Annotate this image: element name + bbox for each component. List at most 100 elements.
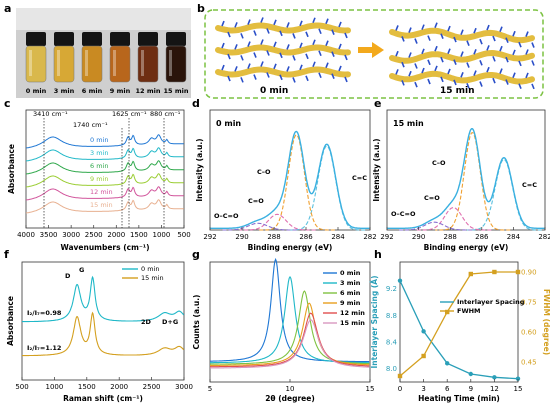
fwhm-data-point — [397, 373, 403, 379]
functional-group — [518, 83, 522, 90]
vial-group: 0 min 3 min 6 min 9 min 12 min 15 min — [25, 32, 189, 95]
functional-group — [253, 52, 257, 58]
vial-label: 6 min — [82, 87, 103, 95]
functional-group — [434, 22, 438, 29]
functional-group — [427, 78, 431, 85]
ftir-x-tick-label: 2000 — [107, 231, 125, 239]
functional-group — [312, 61, 316, 68]
vial-glare — [113, 50, 116, 76]
fwhm-data-point — [492, 269, 497, 275]
vial-cap — [82, 32, 102, 46]
raman-legend-label: 0 min — [141, 265, 159, 273]
xrd-series-line — [210, 302, 370, 366]
xps-0min-title: 0 min — [216, 119, 241, 128]
xps-peak-component — [466, 158, 542, 231]
functional-group — [344, 32, 348, 39]
panel-label-c: c — [4, 97, 11, 110]
functional-group — [234, 44, 238, 50]
ftir-plot-frame — [25, 109, 185, 229]
functional-group — [395, 69, 399, 75]
spacing-data-point — [421, 329, 426, 334]
raman-x-tick-label: 2500 — [143, 383, 161, 391]
functional-group — [273, 41, 277, 48]
functional-group — [531, 60, 535, 66]
functional-group — [453, 36, 457, 43]
functional-group — [331, 73, 335, 79]
functional-group — [447, 48, 451, 54]
graphene-sheet — [389, 27, 535, 44]
spacing-data-point — [492, 375, 497, 380]
raman-curves — [22, 275, 185, 357]
functional-group — [473, 48, 477, 55]
xps-peak-component — [397, 221, 473, 231]
ftir-x-tick-label: 3000 — [62, 231, 80, 239]
functional-group — [492, 77, 496, 84]
arrow-right-icon — [358, 42, 384, 58]
functional-group — [286, 66, 290, 72]
ftir-x-ticks: 4000 3500 3000 2500 2000 1500 1000 500 — [17, 225, 191, 239]
ftir-series-line — [25, 147, 184, 162]
fwhm-data-point — [515, 269, 521, 275]
raman-plot-frame — [21, 261, 185, 381]
functional-group — [344, 76, 348, 83]
functional-group — [486, 24, 490, 31]
spacing-series-line — [399, 271, 518, 377]
molecular-schematic: 0 min 15 min — [204, 9, 544, 99]
functional-group — [525, 49, 529, 55]
functional-group — [240, 33, 244, 39]
functional-group — [338, 65, 342, 72]
functional-group — [240, 77, 244, 83]
vial-cap — [54, 32, 74, 46]
raman-x-tick-label: 2000 — [110, 383, 128, 391]
functional-group — [266, 50, 270, 56]
ftir-chart: 4000 3500 3000 2500 2000 1500 1000 500 0 min 3 m… — [7, 109, 191, 252]
panel-label-f: f — [4, 248, 9, 261]
functional-group — [434, 45, 438, 52]
functional-group — [421, 67, 425, 74]
raman-peak-G: G — [79, 266, 84, 274]
raman-peak-DG: D+G — [162, 318, 178, 326]
ftir-series-labels: 0 min 3 min 6 min 9 min 12 min 15 min — [90, 136, 113, 209]
xps-x-tick-label: 282 — [538, 233, 550, 241]
spacing-x-tick-label: 0 — [398, 385, 402, 393]
functional-group — [266, 28, 270, 34]
raman-x-tick-label: 3000 — [175, 383, 193, 391]
functional-group — [331, 29, 335, 35]
vial-glare — [169, 50, 172, 76]
functional-group — [260, 17, 264, 23]
functional-group — [408, 70, 412, 77]
functional-group — [312, 17, 316, 24]
functional-group — [466, 62, 470, 68]
functional-group — [227, 53, 231, 60]
fwhm-data-point — [421, 353, 426, 359]
xps-15min-curves — [387, 127, 545, 231]
xps-peak-component — [289, 145, 366, 231]
functional-group — [414, 63, 418, 69]
functional-group — [253, 74, 257, 80]
xrd-legend-label: 6 min — [340, 289, 361, 297]
ftir-x-tick-label: 4000 — [17, 231, 35, 239]
xrd-x-tick-label: 15 — [366, 385, 375, 393]
xps-peak-label: C=O — [248, 197, 264, 205]
ftir-series-label: 9 min — [90, 175, 108, 183]
spacing-data-point — [445, 361, 450, 366]
spacing-legend-label: FWHM — [457, 307, 481, 315]
functional-group — [279, 30, 283, 37]
panel-label-h: h — [374, 248, 382, 261]
ftir-annotation-1625: 1625 cm⁻¹ — [112, 110, 147, 118]
spacing-ticks: 0 3 6 9 12 15 8.0 8.4 8.8 9.2 0.45 0.60 0.75 0.90 — [386, 269, 537, 394]
vial-glare — [29, 50, 32, 76]
ftir-x-tick-label: 1500 — [130, 231, 148, 239]
xrd-legend-label: 15 min — [340, 319, 365, 327]
functional-group — [227, 31, 231, 38]
raman-ratio-15min: I₂/I₇=1.12 — [27, 344, 61, 352]
functional-group — [305, 31, 309, 38]
spacing-y-tick-label: 8.4 — [386, 339, 398, 347]
functional-group — [499, 26, 503, 33]
schematic-label-0min: 0 min — [260, 86, 288, 96]
functional-group — [414, 38, 418, 44]
ftir-y-axis-label: Absorbance — [7, 144, 16, 194]
functional-group — [221, 42, 225, 49]
vials-backdrop-light — [16, 8, 191, 30]
